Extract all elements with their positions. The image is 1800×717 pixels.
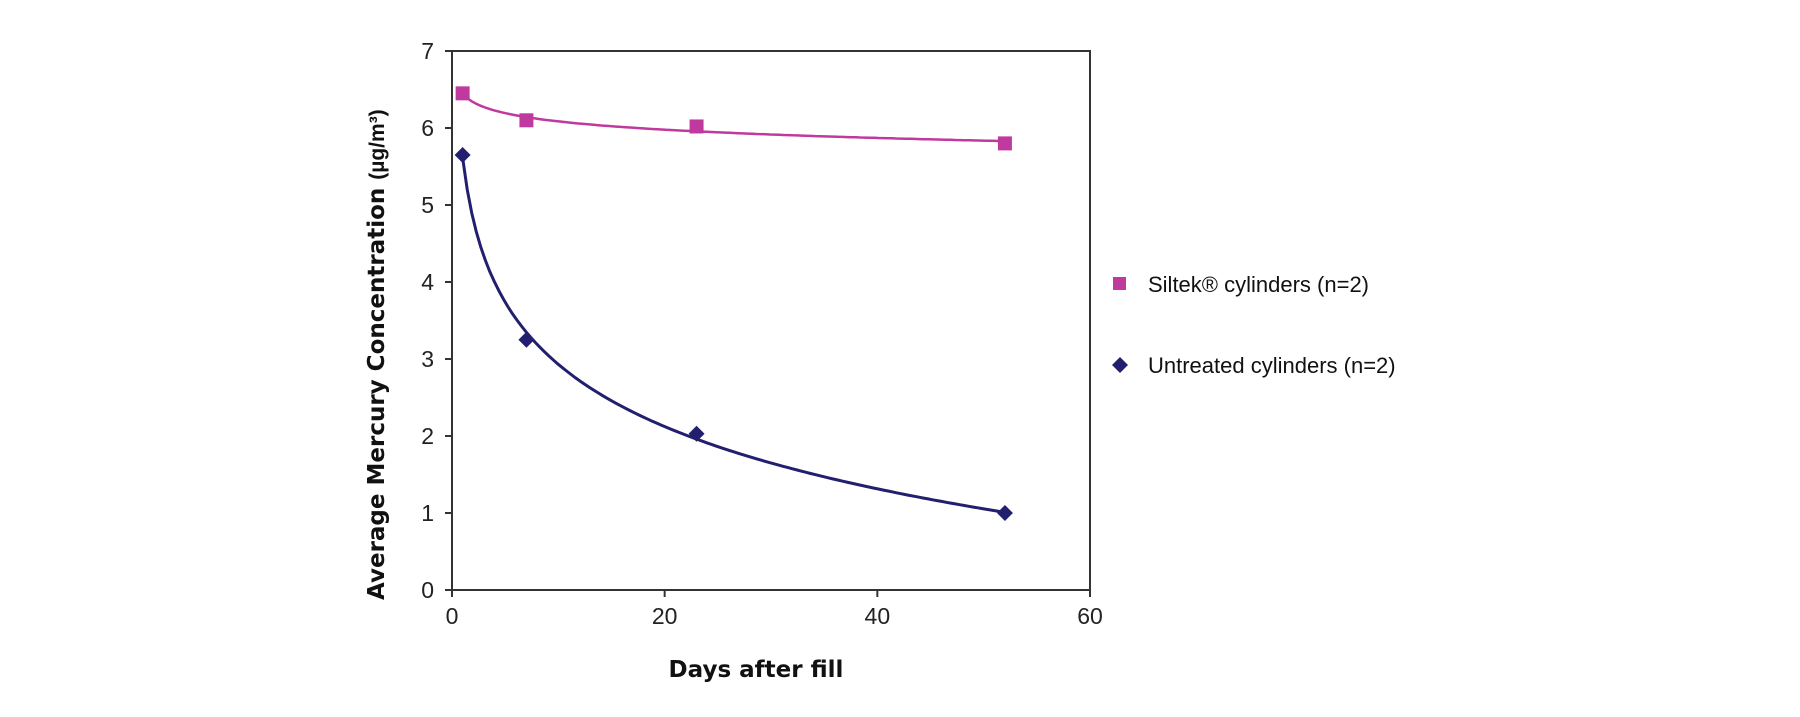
- y-tick-label: 4: [421, 269, 434, 295]
- data-point-untreated: [688, 425, 705, 442]
- legend-label-siltek: Siltek® cylinders (n=2): [1148, 272, 1369, 297]
- legend-marker-untreated: [1112, 357, 1128, 373]
- data-point-untreated: [518, 331, 535, 348]
- y-tick-label: 6: [421, 115, 434, 141]
- y-tick-label: 3: [421, 346, 434, 372]
- legend-label-untreated: Untreated cylinders (n=2): [1148, 353, 1396, 378]
- x-tick-label: 40: [865, 603, 891, 629]
- legend: Siltek® cylinders (n=2) Untreated cylind…: [1112, 272, 1396, 378]
- data-point-siltek: [519, 113, 534, 128]
- data-point-untreated: [996, 505, 1013, 521]
- x-tick-label: 60: [1077, 603, 1103, 629]
- x-tick-label: 20: [652, 603, 678, 629]
- trendline-1: [461, 157, 1006, 514]
- x-axis-title: Days after fill: [669, 657, 844, 683]
- y-axis-unit: (µg/m³): [366, 109, 389, 179]
- y-tick-label: 7: [421, 38, 434, 64]
- y-tick-label: 2: [421, 423, 434, 449]
- y-tick-label: 0: [421, 577, 434, 603]
- y-axis-title: Average Mercury Concentration (µg/m³): [364, 109, 390, 600]
- trendline-0: [461, 92, 1005, 143]
- x-axis: 0 20 40 60: [446, 590, 1103, 629]
- data-point-untreated: [454, 146, 471, 163]
- y-tick-label: 5: [421, 192, 434, 218]
- y-tick-label: 1: [421, 500, 434, 526]
- data-point-siltek: [455, 86, 470, 101]
- plot-frame: [451, 50, 1091, 591]
- x-tick-label: 0: [446, 603, 459, 629]
- y-axis: 0 1 2 3 4 5 6 7: [421, 38, 452, 603]
- data-point-siltek: [997, 136, 1012, 151]
- legend-marker-siltek: [1113, 277, 1126, 290]
- data-point-siltek: [689, 119, 704, 134]
- y-axis-label: Average Mercury Concentration: [364, 188, 390, 600]
